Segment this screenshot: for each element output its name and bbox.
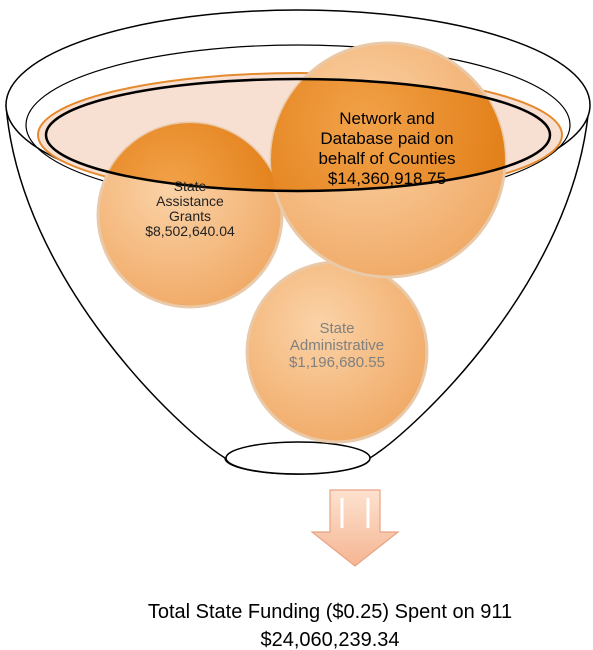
node-label-line: State xyxy=(319,320,354,337)
node-amount: $14,360,918.75 xyxy=(328,169,446,188)
funnel-spout xyxy=(226,442,370,474)
node-amount: $1,196,680.55 xyxy=(289,354,385,371)
page: {"nodes": [ {"label_lines": ["Network an… xyxy=(0,0,593,650)
funnel-diagram: Network andDatabase paid onbehalf of Cou… xyxy=(0,0,593,650)
node-label-line: Network and xyxy=(339,109,434,128)
total-amount: $24,060,239.34 xyxy=(260,629,399,650)
node-label-line: Database paid on xyxy=(320,129,453,148)
total-label: Total State Funding ($0.25) Spent on 911 xyxy=(148,601,512,623)
down-arrow xyxy=(312,490,398,566)
node-label-line: Administrative xyxy=(290,337,384,354)
node-label-line: Grants xyxy=(169,208,211,224)
node-amount: $8,502,640.04 xyxy=(145,223,235,239)
node-label-line: behalf of Counties xyxy=(318,149,455,168)
node-label-line: State xyxy=(174,178,207,194)
node-label-line: Assistance xyxy=(156,193,224,209)
